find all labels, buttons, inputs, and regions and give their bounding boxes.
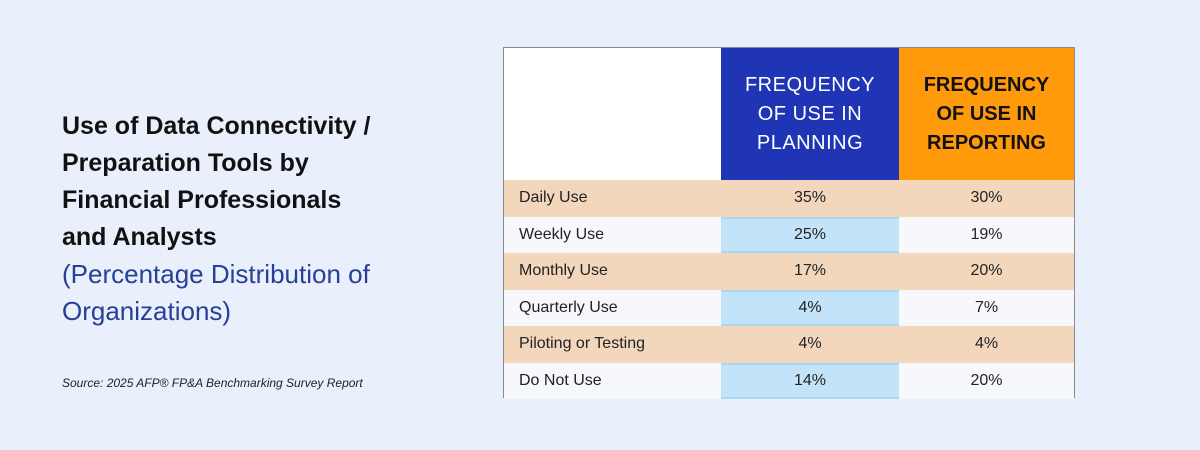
header-line: FREQUENCY [923,73,1050,96]
header-planning: FREQUENCY OF USE IN PLANNING [721,48,899,180]
row-label: Monthly Use [519,262,608,280]
row-label: Daily Use [519,189,588,207]
title-line: Use of Data Connectivity / [62,112,371,140]
planning-value: 14% [721,362,899,399]
planning-value: 4% [721,289,899,326]
title-block: Use of Data Connectivity / Preparation T… [62,108,462,330]
header-reporting: FREQUENCY OF USE IN REPORTING [899,48,1074,180]
table-row: Daily Use 35% 30% [504,180,1074,217]
row-label: Piloting or Testing [519,335,645,353]
subtitle-line: Organizations) [62,296,232,326]
reporting-value: 19% [970,225,1003,243]
reporting-value: 7% [974,298,999,316]
reporting-value: 20% [970,262,1003,280]
planning-value: 17% [793,262,827,280]
subtitle-line: (Percentage Distribution of [62,259,370,289]
header-line: OF USE IN [936,102,1037,125]
table-row: Do Not Use 14% 20% [504,362,1074,399]
header-line: REPORTING [927,131,1046,154]
row-label: Quarterly Use [519,298,618,316]
header-line: PLANNING [756,131,864,154]
planning-value: 35% [793,189,827,207]
table-row: Weekly Use 25% 19% [504,216,1074,253]
table-row: Piloting or Testing 4% 4% [504,326,1074,363]
row-label: Do Not Use [519,371,602,389]
source-note: Source: 2025 AFP® FP&A Benchmarking Surv… [62,376,363,390]
header-line: OF USE IN [757,102,863,125]
table-row: Quarterly Use 4% 7% [504,289,1074,326]
table-row: Monthly Use 17% 20% [504,253,1074,290]
reporting-value: 4% [974,335,999,353]
chart-title: Use of Data Connectivity / Preparation T… [62,108,462,256]
reporting-value: 20% [970,371,1003,389]
title-line: and Analysts [62,223,217,251]
title-line: Financial Professionals [62,186,342,214]
header-line: FREQUENCY [744,73,876,96]
chart-subtitle: (Percentage Distribution of Organization… [62,256,462,330]
table-header: FREQUENCY OF USE IN PLANNING FREQUENCY O… [504,48,1074,180]
header-blank-cell [504,48,721,180]
title-line: Preparation Tools by [62,149,309,177]
planning-value: 4% [798,335,822,353]
reporting-value: 30% [970,189,1003,207]
table-body: Daily Use 35% 30% Weekly Use 25% 19% Mon… [504,180,1074,399]
row-label: Weekly Use [519,225,605,243]
frequency-table: FREQUENCY OF USE IN PLANNING FREQUENCY O… [503,47,1075,399]
planning-value: 25% [721,216,899,253]
